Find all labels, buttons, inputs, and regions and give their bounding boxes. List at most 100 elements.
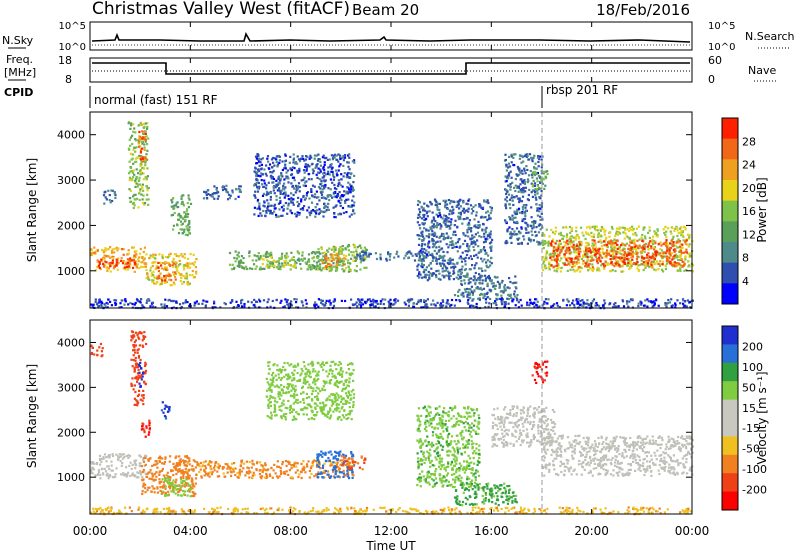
power-cell-13	[351, 186, 354, 189]
power-cell-13	[352, 204, 355, 207]
power-cell-2	[147, 203, 150, 206]
power-cell-11	[325, 254, 328, 257]
power-cell-16	[476, 287, 479, 290]
power-cell-13	[257, 168, 260, 171]
power-cell-15	[458, 246, 461, 249]
power-cell-19	[638, 238, 641, 241]
power-cell-19	[664, 225, 667, 228]
power-cell-0	[117, 257, 120, 260]
power-cell-20	[631, 258, 634, 261]
power-cell-20	[641, 256, 644, 259]
power-cell-21	[381, 298, 384, 301]
power-cell-13	[304, 184, 307, 187]
power-cell-17	[526, 178, 530, 181]
power-cell-17	[504, 198, 507, 201]
power-cell-15	[451, 262, 454, 265]
velocity-cell-6	[151, 464, 154, 467]
power-cell-2	[140, 171, 143, 174]
power-cell-15	[484, 228, 487, 231]
power-cell-15	[442, 233, 445, 236]
power-cell-17	[520, 154, 523, 158]
power-cell-9	[287, 261, 290, 265]
power-cell-14	[237, 195, 240, 198]
power-cell-17	[516, 238, 519, 241]
velocity-cell-2	[142, 336, 145, 339]
power-cell-15	[447, 224, 450, 227]
power-cell-19	[542, 262, 545, 265]
power-cell-21	[478, 298, 481, 301]
power-cell-15	[422, 259, 426, 262]
power-cell-21	[472, 298, 475, 301]
power-cell-19	[653, 230, 656, 233]
power-cell-20	[596, 260, 599, 263]
power-cell-19	[553, 254, 556, 257]
power-cell-15	[444, 269, 447, 272]
power-cell-21	[426, 305, 429, 308]
power-cell-9	[291, 257, 294, 260]
power-cell-0	[113, 247, 116, 250]
power-cell-13	[323, 161, 326, 164]
power-cell-15	[482, 248, 485, 251]
power-cell-17	[505, 190, 508, 193]
power-cell-20	[623, 250, 626, 253]
power-cell-12	[360, 259, 363, 262]
power-cell-13	[305, 155, 308, 158]
power-cell-19	[554, 246, 557, 249]
power-cell-20	[669, 262, 672, 265]
power-cell-15	[423, 222, 426, 225]
power-cell-3	[143, 156, 146, 159]
power-cell-15	[432, 257, 435, 260]
velocity-cell-4	[148, 427, 151, 430]
power-cell-12	[362, 258, 365, 262]
power-cell-15	[433, 243, 436, 246]
velocity-cell-3	[139, 384, 142, 388]
power-cell-12	[410, 252, 413, 255]
power-cell-13	[272, 177, 275, 181]
power-cell-21	[455, 299, 458, 302]
power-cell-15	[463, 257, 466, 260]
velocity-cell-2	[142, 335, 145, 338]
power-cell-16	[511, 282, 514, 285]
power-cell-13	[351, 160, 354, 163]
power-cell-19	[672, 261, 675, 265]
power-cell-17	[527, 174, 531, 177]
power-cell-15	[459, 217, 462, 220]
velocity-cell-2	[142, 389, 145, 392]
power-cell-6	[104, 196, 107, 199]
power-cell-0	[138, 252, 142, 255]
power-cell-21	[219, 306, 222, 309]
power-cell-15	[452, 267, 456, 270]
velocity-cell-2	[131, 337, 134, 340]
power-cell-20	[681, 243, 684, 246]
power-cell-20	[554, 242, 557, 245]
power-cell-19	[662, 270, 665, 273]
power-cell-15	[438, 211, 441, 214]
velocity-cell-0	[107, 477, 110, 480]
power-cell-17	[514, 153, 517, 156]
power-cell-20	[647, 252, 650, 255]
power-colorbar-swatch-3	[722, 180, 738, 202]
power-cell-13	[307, 173, 310, 176]
power-cell-4	[189, 262, 192, 265]
power-cell-17	[508, 226, 511, 229]
power-cell-11	[324, 257, 327, 260]
power-cell-21	[361, 303, 364, 306]
velocity-cell-0	[111, 454, 115, 458]
power-cell-21	[503, 301, 506, 304]
power-cell-15	[489, 233, 492, 236]
power-cell-15	[472, 205, 475, 209]
power-cell-13	[319, 187, 322, 190]
power-cell-20	[616, 247, 619, 250]
power-cell-17	[536, 240, 539, 243]
power-cell-20	[642, 261, 645, 264]
power-cell-13	[280, 214, 283, 217]
power-cell-0	[141, 256, 144, 259]
nsky-label: N.Sky	[2, 34, 34, 47]
power-cell-19	[622, 231, 625, 234]
power-cell-15	[434, 232, 437, 235]
power-cell-4	[185, 275, 188, 278]
power-cell-19	[569, 235, 572, 239]
power-cell-15	[435, 213, 438, 216]
power-cell-21	[237, 304, 240, 307]
power-cell-16	[498, 283, 501, 286]
